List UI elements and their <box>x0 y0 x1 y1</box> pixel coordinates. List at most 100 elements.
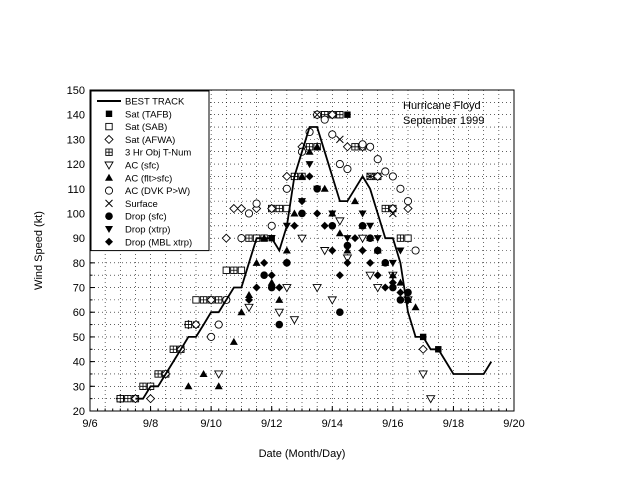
y-tick-label: 110 <box>67 184 85 196</box>
point-drop-sfc <box>298 209 306 218</box>
y-tick-label: 150 <box>67 85 85 97</box>
point-drop-xtrp <box>366 222 375 230</box>
point-drop-sfc <box>260 271 268 279</box>
legend-symbol-drop-xtrp <box>105 226 113 233</box>
legend-symbol-sat-sab <box>105 122 113 131</box>
point-sat-afwa <box>221 233 231 243</box>
point-ac-sfc <box>289 316 300 325</box>
point-sat-sab <box>237 266 246 274</box>
point-ac-sfc <box>244 303 254 313</box>
point-drop-mbl-xtrp <box>305 172 314 181</box>
point-ac-sfc <box>357 234 368 244</box>
legend-label-3-hr-obj-t-num: 3 Hr Obj T-Num <box>125 148 191 159</box>
x-tick-label: 9/18 <box>443 418 464 430</box>
legend-symbol-sat-afwa <box>104 134 114 145</box>
legend-label-sat-tafb: Sat (TAFB) <box>125 109 172 120</box>
data-marks <box>115 110 442 404</box>
y-tick-label: 120 <box>67 159 85 171</box>
x-tick-label: 9/6 <box>82 418 97 430</box>
legend-symbol-drop-mbl-xtrp <box>105 237 113 246</box>
point-3-hr-obj-t-num <box>351 143 359 151</box>
point-drop-xtrp <box>313 185 322 193</box>
point-drop-mbl-xtrp <box>328 246 337 255</box>
point-sat-afwa <box>145 394 156 404</box>
point-ac-flt-sfc <box>282 246 291 254</box>
legend-symbol-3-hr-obj-t-num <box>105 148 113 156</box>
point-drop-sfc <box>358 222 367 230</box>
legend-label-best-track: BEST TRACK <box>125 97 185 108</box>
point-surface <box>336 135 344 144</box>
point-ac-flt-sfc <box>351 197 359 205</box>
point-3-hr-obj-t-num <box>275 204 283 213</box>
point-drop-xtrp <box>328 210 337 218</box>
point-drop-sfc <box>381 259 390 267</box>
legend-box <box>90 90 210 252</box>
point-drop-xtrp <box>373 235 382 243</box>
y-tick-label: 30 <box>73 381 85 393</box>
point-3-hr-obj-t-num <box>336 111 344 119</box>
point-drop-sfc <box>389 283 397 292</box>
point-3-hr-obj-t-num <box>116 395 124 403</box>
point-ac-flt-sfc <box>298 172 306 180</box>
point-ac-dvk-p-w <box>396 184 405 193</box>
point-ac-sfc <box>274 308 285 318</box>
point-drop-mbl-xtrp <box>381 283 390 292</box>
point-ac-flt-sfc <box>343 246 352 254</box>
point-drop-sfc <box>396 296 405 304</box>
point-ac-dvk-p-w <box>381 167 390 176</box>
point-sat-sab <box>222 266 230 274</box>
point-drop-xtrp <box>396 247 405 255</box>
point-ac-sfc <box>365 271 375 281</box>
point-ac-flt-sfc <box>229 337 238 345</box>
point-ac-sfc <box>425 395 436 404</box>
point-surface <box>366 172 374 181</box>
point-sat-afwa <box>282 171 292 182</box>
point-ac-flt-sfc <box>313 142 322 150</box>
point-drop-mbl-xtrp <box>267 271 276 280</box>
point-sat-afwa <box>418 344 428 354</box>
point-3-hr-obj-t-num <box>154 370 162 378</box>
point-3-hr-obj-t-num <box>139 382 147 390</box>
point-ac-sfc <box>297 234 307 244</box>
point-drop-sfc <box>328 222 337 230</box>
series-ac-dvk-p-w <box>207 110 420 341</box>
point-ac-flt-sfc <box>305 147 314 155</box>
point-ac-dvk-p-w <box>358 140 367 149</box>
point-sat-afwa <box>236 203 247 214</box>
point-ac-dvk-p-w <box>214 320 223 329</box>
point-ac-sfc <box>372 284 383 293</box>
point-ac-sfc <box>312 284 322 293</box>
y-tick-label: 140 <box>67 110 85 122</box>
point-ac-sfc <box>335 217 345 226</box>
point-drop-mbl-xtrp <box>366 258 375 267</box>
point-surface <box>389 209 397 218</box>
point-ac-dvk-p-w <box>320 115 329 124</box>
point-ac-sfc <box>327 296 338 305</box>
point-drop-sfc <box>275 320 284 329</box>
point-sat-afwa <box>388 203 398 214</box>
point-drop-xtrp <box>305 161 314 169</box>
point-ac-flt-sfc <box>237 308 246 316</box>
y-tick-label: 130 <box>67 134 85 146</box>
point-ac-dvk-p-w <box>252 199 261 208</box>
legend-label-sat-afwa: Sat (AFWA) <box>125 135 175 146</box>
y-axis-label: Wind Speed (kt) <box>33 211 45 290</box>
point-ac-flt-sfc <box>411 303 420 311</box>
legend-label-ac-sfc: AC (sfc) <box>125 161 159 172</box>
point-ac-flt-sfc <box>290 209 299 217</box>
point-ac-dvk-p-w <box>335 160 344 169</box>
best-track-line <box>135 126 493 400</box>
legend-symbol-surface <box>105 199 113 208</box>
legend-label-sat-sab: Sat (SAB) <box>125 122 167 133</box>
point-3-hr-obj-t-num <box>124 395 132 403</box>
point-ac-dvk-p-w <box>343 164 352 174</box>
point-drop-sfc <box>366 234 374 242</box>
point-drop-mbl-xtrp <box>351 234 359 243</box>
point-ac-dvk-p-w <box>373 155 382 164</box>
point-sat-afwa <box>373 171 383 182</box>
x-tick-label: 9/20 <box>503 418 524 430</box>
point-ac-dvk-p-w <box>411 246 420 255</box>
legend-symbol-drop-sfc <box>105 212 113 220</box>
series-drop-mbl-xtrp <box>245 172 412 304</box>
